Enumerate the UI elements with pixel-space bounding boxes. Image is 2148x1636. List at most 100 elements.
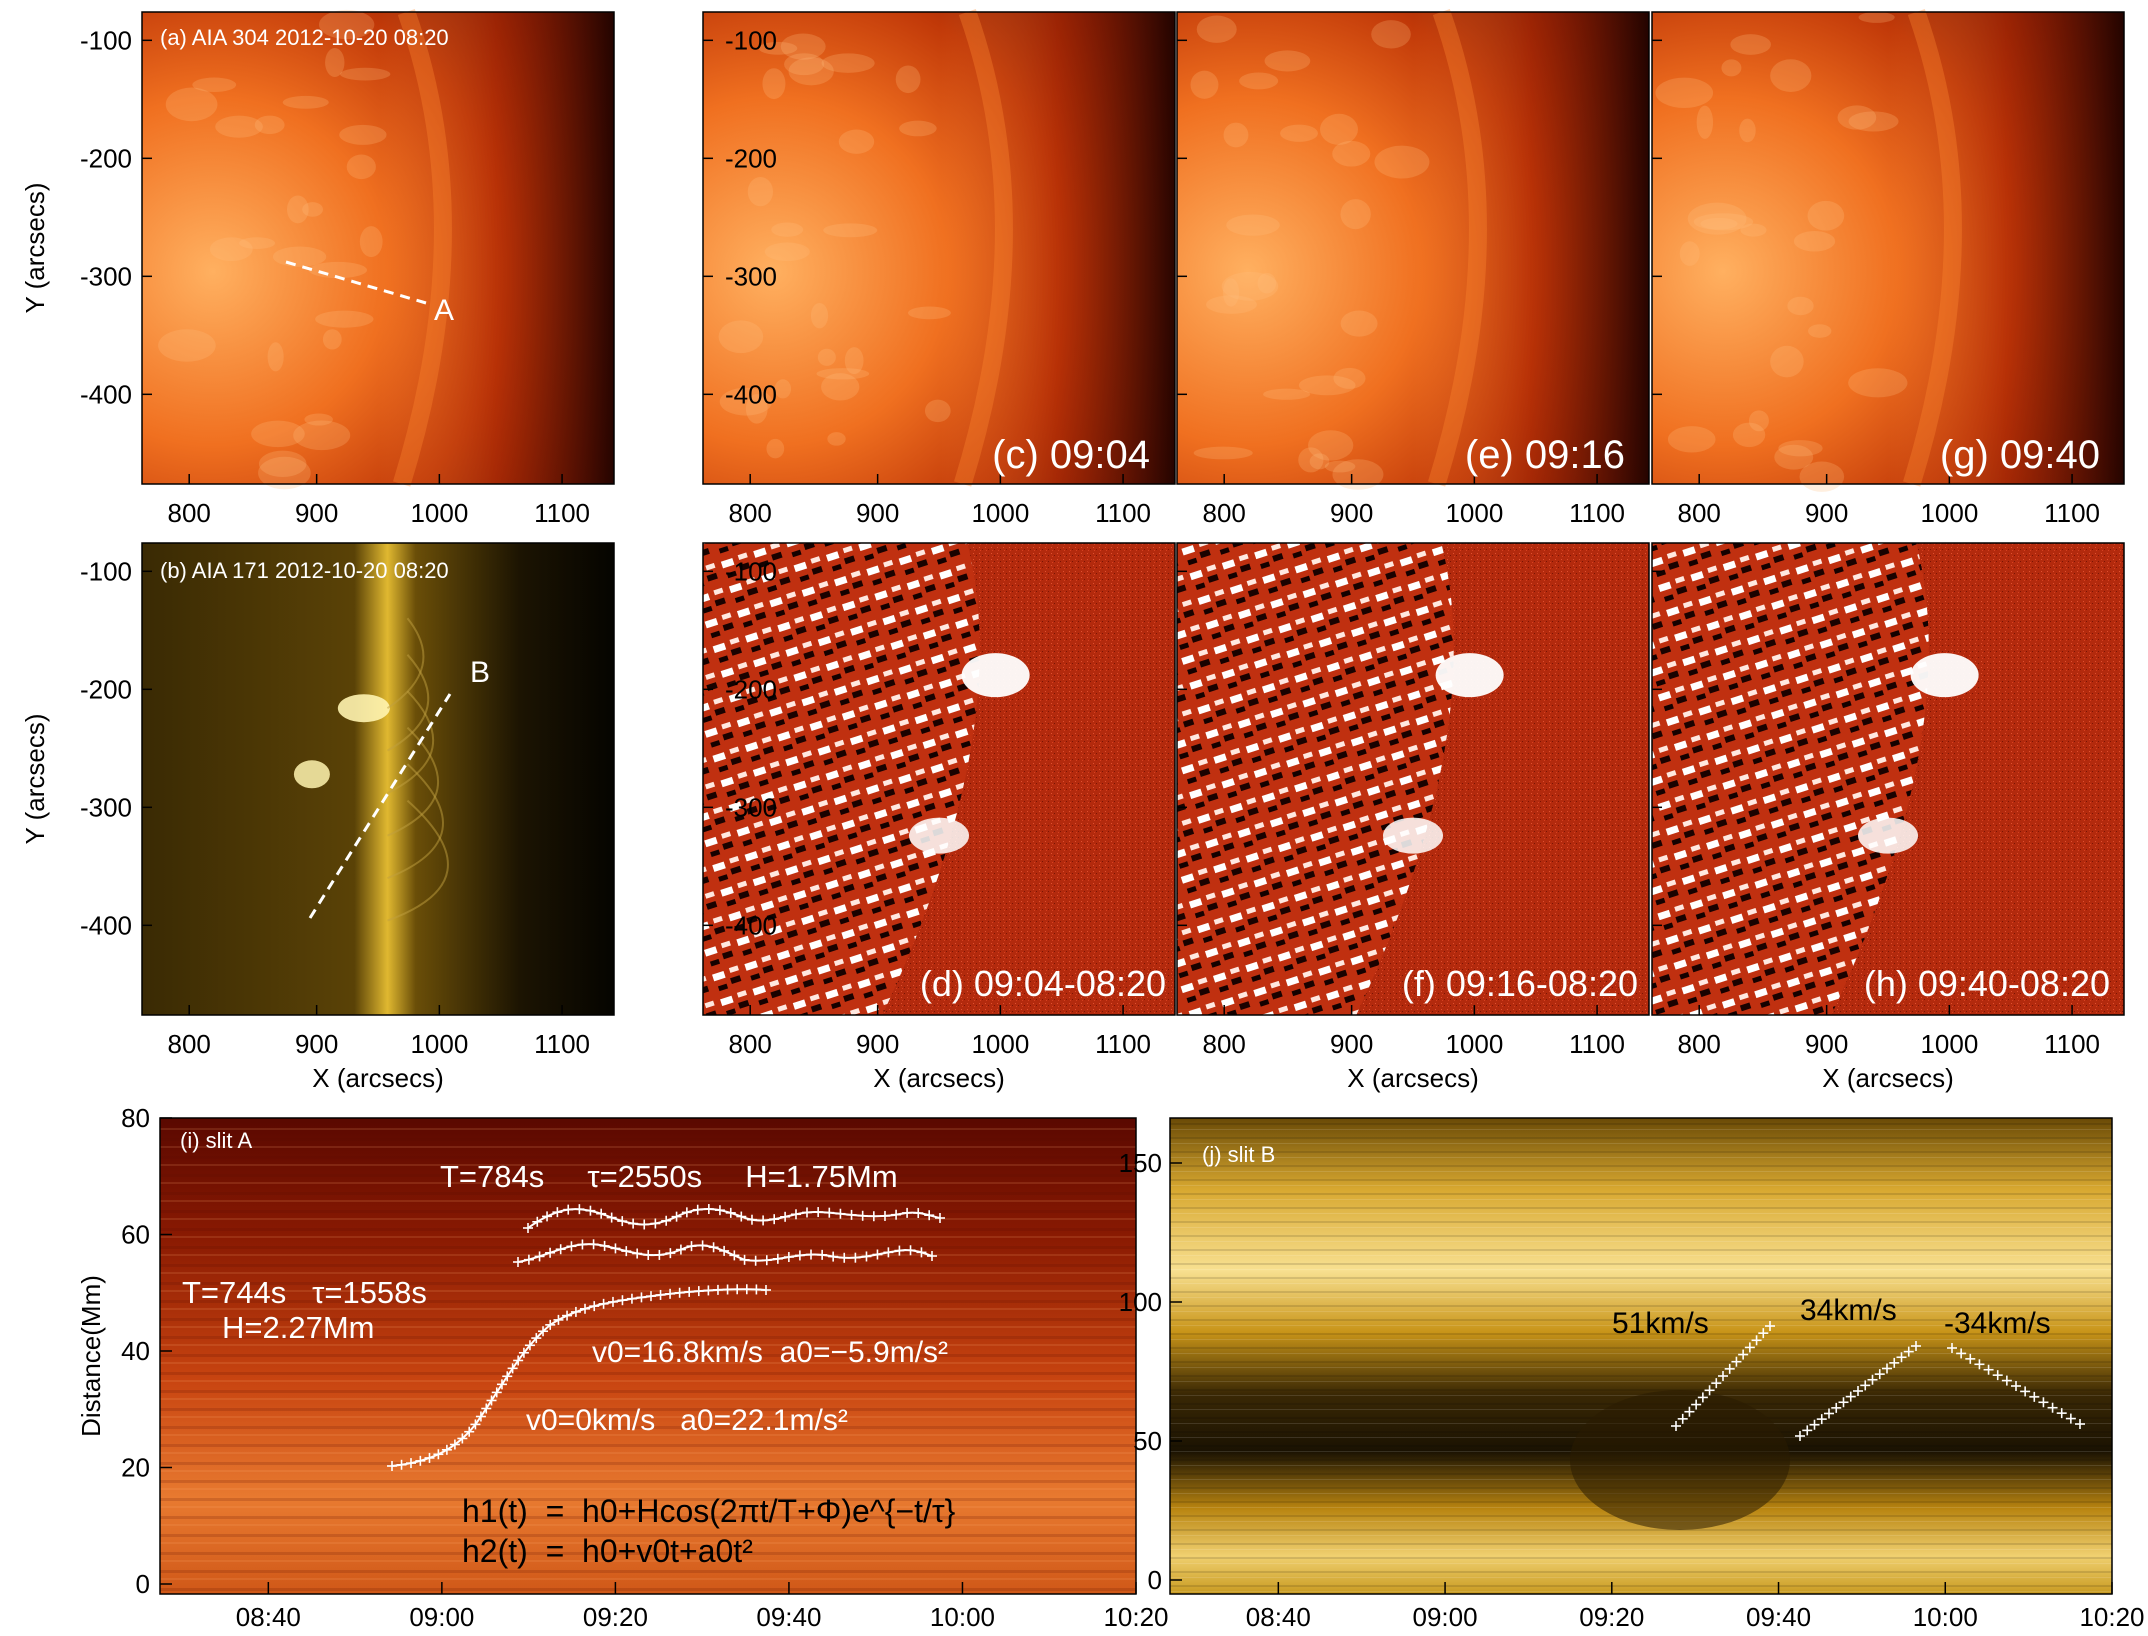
- kinematics-2: v0=0km/s a0=22.1m/s²: [526, 1404, 848, 1437]
- y-tick-label: -400: [80, 379, 132, 409]
- kinematics-1: v0=16.8km/s a0=−5.9m/s²: [592, 1336, 948, 1369]
- speed-label-3: -34km/s: [1944, 1307, 2051, 1340]
- x-tick-label: 800: [729, 498, 772, 528]
- y-tick-label-inner: -200: [725, 674, 777, 704]
- x-axis-label: X (arcsecs): [873, 1063, 1004, 1093]
- time-tick-label: 09:20: [1579, 1602, 1644, 1632]
- time-tick-label: 09:40: [756, 1602, 821, 1632]
- time-tick-label: 10:00: [930, 1602, 995, 1632]
- panel-h-image: [1652, 543, 2124, 1015]
- time-tick-label: 10:20: [1103, 1602, 1168, 1632]
- distance-tick-label: 0: [136, 1569, 150, 1599]
- distance-axis-label: Distance(Mm): [76, 1275, 106, 1437]
- panel-e-image: [1177, 12, 1649, 490]
- y-tick-label: -200: [80, 674, 132, 704]
- panel-a-label: (a) AIA 304 2012-10-20 08:20: [160, 25, 449, 50]
- panel-e-label: (e) 09:16: [1465, 433, 1625, 477]
- panel-c-label: (c) 09:04: [992, 433, 1150, 477]
- x-tick-label: 1100: [2044, 498, 2100, 528]
- y-tick-label: -400: [80, 910, 132, 940]
- x-tick-label: 1000: [971, 498, 1029, 528]
- y-tick-label: -100: [80, 25, 132, 55]
- y-axis-label: Y (arcsecs): [20, 183, 50, 314]
- x-tick-label: 1100: [1569, 498, 1625, 528]
- y-tick-label-inner: -100: [725, 25, 777, 55]
- panel-d-image: [703, 543, 1175, 1015]
- x-tick-label: 1000: [410, 498, 468, 528]
- panel-c-image: [703, 12, 1175, 484]
- panel-b-label: (b) AIA 171 2012-10-20 08:20: [160, 558, 449, 583]
- slit-b-letter: B: [470, 656, 490, 689]
- x-tick-label: 1100: [1569, 1029, 1625, 1059]
- slit-a-letter: A: [434, 294, 454, 327]
- x-tick-label: 900: [1330, 498, 1373, 528]
- x-tick-label: 900: [856, 1029, 899, 1059]
- y-tick-label-inner: -400: [725, 379, 777, 409]
- time-tick-label: 10:00: [1913, 1602, 1978, 1632]
- fit2-t-tau: T=744s τ=1558s: [182, 1275, 427, 1310]
- time-tick-label: 08:40: [236, 1602, 301, 1632]
- panel-b-image: [142, 543, 614, 1015]
- panel-g-image: [1652, 12, 2124, 492]
- panel-g-label: (g) 09:40: [1940, 433, 2100, 477]
- j-tick-label: 100: [1119, 1287, 1162, 1317]
- fit1-params: T=784s τ=2550s H=1.75Mm: [440, 1159, 898, 1194]
- x-tick-label: 1100: [534, 498, 590, 528]
- x-tick-label: 900: [1805, 498, 1848, 528]
- distance-tick-label: 80: [121, 1103, 150, 1133]
- speed-label-1: 51km/s: [1612, 1307, 1709, 1340]
- distance-tick-label: 40: [121, 1336, 150, 1366]
- x-tick-label: 800: [1678, 498, 1721, 528]
- x-tick-label: 900: [856, 498, 899, 528]
- time-tick-label: 09:40: [1746, 1602, 1811, 1632]
- y-tick-label-inner: -400: [725, 910, 777, 940]
- x-tick-label: 800: [1678, 1029, 1721, 1059]
- time-tick-label: 09:00: [409, 1602, 474, 1632]
- x-tick-label: 1100: [1095, 498, 1151, 528]
- y-tick-label: -300: [80, 792, 132, 822]
- time-tick-label: 09:20: [583, 1602, 648, 1632]
- time-tick-label: 09:00: [1413, 1602, 1478, 1632]
- panel-a-image: [142, 10, 614, 489]
- x-tick-label: 1000: [410, 1029, 468, 1059]
- distance-tick-label: 20: [121, 1453, 150, 1483]
- j-tick-label: 150: [1119, 1148, 1162, 1178]
- y-tick-label-inner: -300: [725, 792, 777, 822]
- x-tick-label: 800: [168, 498, 211, 528]
- y-tick-label-inner: -300: [725, 261, 777, 291]
- y-tick-label: -300: [80, 261, 132, 291]
- x-tick-label: 800: [168, 1029, 211, 1059]
- y-tick-label: -200: [80, 143, 132, 173]
- x-tick-label: 1100: [1095, 1029, 1151, 1059]
- x-tick-label: 1100: [534, 1029, 590, 1059]
- panel-i-label: (i) slit A: [180, 1128, 252, 1153]
- fit2-h: H=2.27Mm: [222, 1310, 374, 1345]
- equation-2: h2(t) = h0+v0t+a0t²: [462, 1533, 753, 1569]
- panel-j-label: (j) slit B: [1202, 1142, 1275, 1167]
- x-tick-label: 1100: [2044, 1029, 2100, 1059]
- x-tick-label: 1000: [971, 1029, 1029, 1059]
- x-axis-label: X (arcsecs): [312, 1063, 443, 1093]
- speed-label-2: 34km/s: [1800, 1294, 1897, 1327]
- x-tick-label: 1000: [1920, 498, 1978, 528]
- x-axis-label: X (arcsecs): [1822, 1063, 1953, 1093]
- j-tick-label: 50: [1133, 1426, 1162, 1456]
- panel-f-label: (f) 09:16-08:20: [1402, 963, 1638, 1004]
- x-tick-label: 1000: [1445, 498, 1503, 528]
- x-tick-label: 900: [1805, 1029, 1848, 1059]
- y-tick-label-inner: -200: [725, 143, 777, 173]
- x-tick-label: 900: [1330, 1029, 1373, 1059]
- panel-d-label: (d) 09:04-08:20: [920, 963, 1166, 1004]
- time-tick-label: 08:40: [1246, 1602, 1311, 1632]
- x-tick-label: 900: [295, 498, 338, 528]
- x-tick-label: 900: [295, 1029, 338, 1059]
- x-tick-label: 1000: [1445, 1029, 1503, 1059]
- x-tick-label: 800: [1203, 1029, 1246, 1059]
- panel-f-image: [1177, 543, 1649, 1015]
- j-tick-label: 0: [1148, 1565, 1162, 1595]
- time-tick-label: 10:20: [2079, 1602, 2144, 1632]
- x-axis-label: X (arcsecs): [1347, 1063, 1478, 1093]
- x-tick-label: 800: [729, 1029, 772, 1059]
- distance-tick-label: 60: [121, 1220, 150, 1250]
